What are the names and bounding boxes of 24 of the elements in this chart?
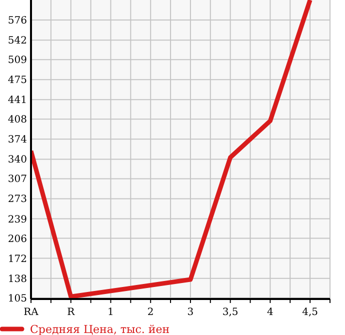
y-tick-label: 239 (8, 214, 27, 226)
y-tick-label: 340 (8, 154, 27, 166)
y-tick-label: 475 (8, 75, 27, 86)
y-tick-label: 576 (8, 16, 27, 27)
x-tick-label: 1 (108, 307, 114, 318)
x-tick-label: 3 (187, 307, 194, 318)
y-tick-label: 273 (8, 194, 27, 206)
y-tick-label: 441 (8, 95, 27, 106)
x-tick-label: R (67, 307, 76, 318)
y-tick-label: 172 (8, 254, 27, 265)
y-tick-label: 408 (8, 114, 27, 126)
x-tick-label: 4,5 (302, 307, 318, 318)
y-tick-label: 105 (8, 293, 27, 304)
y-tick-label: 206 (8, 234, 27, 245)
y-tick-label: 138 (8, 274, 27, 285)
y-tick-label: 542 (8, 36, 27, 47)
y-tick-label: 374 (8, 134, 27, 146)
y-tick-label: 307 (8, 174, 27, 186)
x-tick-label: RA (24, 307, 40, 318)
x-tick-label: 4 (267, 307, 274, 318)
x-tick-label: 2 (147, 307, 154, 318)
y-tick-label: 509 (8, 55, 27, 66)
x-tick-label: 3,5 (222, 307, 238, 318)
legend-label: Средняя Цена, тыс. йен (30, 322, 170, 335)
